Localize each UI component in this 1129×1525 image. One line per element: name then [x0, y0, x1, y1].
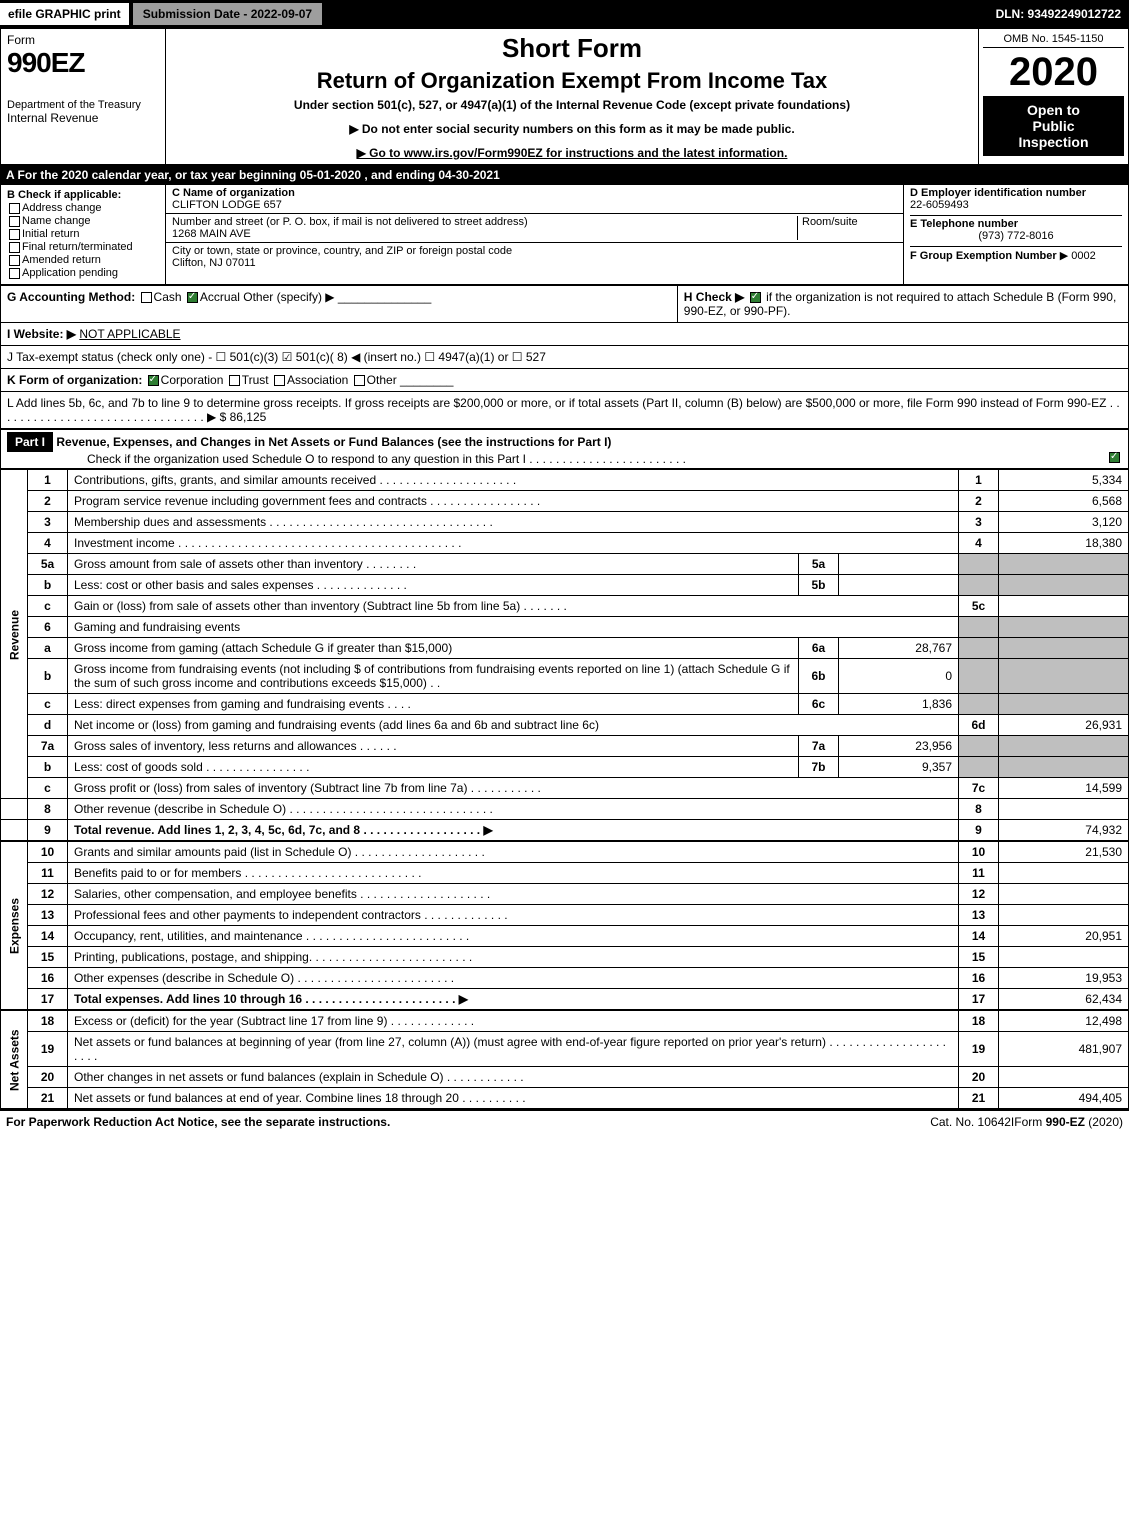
part1-heading: Revenue, Expenses, and Changes in Net As… — [56, 435, 611, 449]
check-amended-return[interactable]: Amended return — [7, 254, 159, 266]
line-num: 1 — [28, 470, 68, 491]
check-final-return[interactable]: Final return/terminated — [7, 241, 159, 253]
form-footer-label: Form 990-EZ (2020) — [1014, 1115, 1123, 1129]
form-header-table: Form 990EZ Department of the Treasury In… — [0, 28, 1129, 165]
catalog-number: Cat. No. 10642I — [930, 1115, 1014, 1129]
row-i-website: I Website: ▶ NOT APPLICABLE — [1, 323, 1129, 346]
street-label: Number and street (or P. O. box, if mail… — [172, 216, 797, 228]
section-bcdef: B Check if applicable: Address change Na… — [0, 185, 1129, 285]
omb-number: OMB No. 1545-1150 — [983, 33, 1124, 48]
dept-irs: Internal Revenue — [7, 111, 159, 125]
header-center-cell: Short Form Return of Organization Exempt… — [166, 29, 979, 165]
tax-year: 2020 — [983, 52, 1124, 92]
submission-date: Submission Date - 2022-09-07 — [133, 3, 322, 25]
part1-header-table: Part I Revenue, Expenses, and Changes in… — [0, 429, 1129, 469]
top-bar: efile GRAPHIC print Submission Date - 20… — [0, 0, 1129, 28]
room-suite: Room/suite — [797, 216, 897, 240]
column-b-checkboxes: B Check if applicable: Address change Na… — [1, 185, 166, 284]
line-amount: 5,334 — [999, 470, 1129, 491]
paperwork-notice: For Paperwork Reduction Act Notice, see … — [6, 1115, 930, 1129]
ein-value: 22-6059493 — [910, 199, 1122, 211]
group-exemption-label: F Group Exemption Number — [910, 250, 1057, 262]
column-d-e-f: D Employer identification number 22-6059… — [903, 185, 1128, 284]
telephone-label: E Telephone number — [910, 215, 1122, 230]
header-left-cell: Form 990EZ Department of the Treasury In… — [1, 29, 166, 165]
net-assets-table: Net Assets 18Excess or (deficit) for the… — [0, 1010, 1129, 1109]
revenue-table: Revenue 1 Contributions, gifts, grants, … — [0, 469, 1129, 841]
b-title: B Check if applicable: — [7, 189, 159, 201]
revenue-section-label: Revenue — [1, 470, 28, 799]
return-title: Return of Organization Exempt From Incom… — [176, 68, 968, 94]
under-section-text: Under section 501(c), 527, or 4947(a)(1)… — [176, 98, 968, 112]
goto-link[interactable]: ▶ Go to www.irs.gov/Form990EZ for instru… — [176, 146, 968, 160]
part1-label: Part I — [7, 432, 53, 452]
group-exemption-value: ▶ 0002 — [1060, 250, 1096, 262]
part1-schedule-o-check: Check if the organization used Schedule … — [7, 452, 686, 466]
telephone-value: (973) 772-8016 — [910, 230, 1122, 242]
header-right-cell: OMB No. 1545-1150 2020 Open to Public In… — [979, 29, 1129, 165]
net-assets-section-label: Net Assets — [1, 1011, 28, 1109]
dln-number: DLN: 93492249012722 — [996, 7, 1129, 21]
street-address: 1268 MAIN AVE — [172, 228, 797, 240]
column-c-org-info: C Name of organization CLIFTON LODGE 657… — [166, 185, 903, 284]
ein-label: D Employer identification number — [910, 187, 1122, 199]
schedule-o-checkbox[interactable] — [1109, 452, 1120, 463]
form-number: 990EZ — [7, 47, 159, 79]
row-h-schedule-b: H Check ▶ if the organization is not req… — [677, 286, 1128, 323]
city-label: City or town, state or province, country… — [172, 245, 897, 257]
line-desc: Contributions, gifts, grants, and simila… — [68, 470, 959, 491]
efile-print-button[interactable]: efile GRAPHIC print — [0, 3, 129, 25]
short-form-title: Short Form — [176, 33, 968, 64]
page-footer: For Paperwork Reduction Act Notice, see … — [0, 1109, 1129, 1133]
dept-treasury: Department of the Treasury — [7, 99, 159, 111]
expenses-table: Expenses 10Grants and similar amounts pa… — [0, 841, 1129, 1010]
open-to-public-box: Open to Public Inspection — [983, 96, 1124, 156]
row-g-accounting: G Accounting Method: Cash Accrual Other … — [1, 286, 678, 323]
check-address-change[interactable]: Address change — [7, 202, 159, 214]
ssn-warning: ▶ Do not enter social security numbers o… — [176, 122, 968, 136]
row-j-tax-exempt: J Tax-exempt status (check only one) - ☐… — [1, 346, 1129, 369]
row-a-tax-year: A For the 2020 calendar year, or tax yea… — [0, 165, 1129, 185]
c-name-label: C Name of organization — [172, 187, 897, 199]
org-name: CLIFTON LODGE 657 — [172, 199, 897, 211]
city-state-zip: Clifton, NJ 07011 — [172, 257, 897, 269]
check-name-change[interactable]: Name change — [7, 215, 159, 227]
expenses-section-label: Expenses — [1, 842, 28, 1010]
row-k-form-org: K Form of organization: Corporation Trus… — [1, 369, 1129, 392]
check-initial-return[interactable]: Initial return — [7, 228, 159, 240]
form-label: Form — [7, 33, 159, 47]
check-application-pending[interactable]: Application pending — [7, 267, 159, 279]
rows-g-h-i-j: G Accounting Method: Cash Accrual Other … — [0, 285, 1129, 429]
row-l-gross-receipts: L Add lines 5b, 6c, and 7b to line 9 to … — [1, 392, 1129, 429]
